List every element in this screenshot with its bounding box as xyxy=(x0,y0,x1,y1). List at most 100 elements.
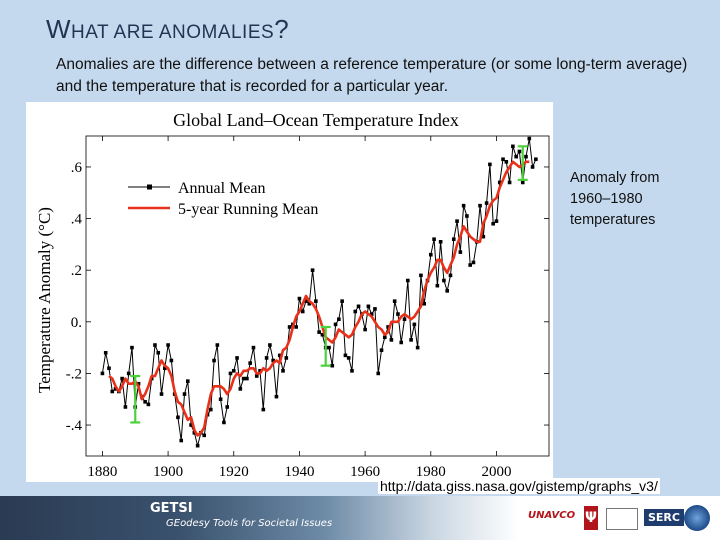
annual-mean-point xyxy=(383,335,387,340)
annual-mean-point xyxy=(399,340,404,345)
annual-mean-point xyxy=(389,338,394,342)
partner-logo xyxy=(606,508,638,530)
x-tick-label: 1960 xyxy=(350,464,380,480)
annual-mean-point xyxy=(264,356,269,360)
annual-mean-point xyxy=(422,301,427,306)
annual-mean-point xyxy=(185,379,190,383)
annual-mean-point xyxy=(192,430,197,435)
annual-mean-point xyxy=(442,278,446,283)
annual-mean-point xyxy=(488,162,492,167)
footer-brand: GETSI xyxy=(150,501,193,516)
annual-mean-point xyxy=(504,160,509,164)
annual-mean-point xyxy=(271,358,275,363)
annual-mean-point xyxy=(241,376,246,381)
annual-mean-point xyxy=(202,433,207,438)
y-tick-label: -.2 xyxy=(66,366,82,382)
x-axis-ticks: 1880 1900 1920 1940 1960 1980 2000 xyxy=(87,136,511,480)
annual-mean-point xyxy=(448,273,453,278)
annual-mean-point xyxy=(343,353,348,358)
annual-mean-point xyxy=(340,299,344,303)
x-tick-label: 1880 xyxy=(87,464,117,480)
x-tick-label: 1980 xyxy=(416,464,446,480)
x-tick-label: 2000 xyxy=(481,464,511,480)
annual-mean-point xyxy=(258,369,262,373)
annual-mean-point xyxy=(455,219,459,223)
annual-mean-point xyxy=(494,219,499,223)
annual-mean-point xyxy=(435,283,440,288)
annual-mean-point xyxy=(317,330,321,334)
annual-mean-point xyxy=(333,322,338,327)
annual-mean-point xyxy=(100,371,105,376)
annual-mean-point xyxy=(373,307,377,311)
annual-mean-point xyxy=(534,157,538,162)
annual-mean-point xyxy=(195,443,200,448)
annual-mean-point xyxy=(103,350,108,355)
x-tick-label: 1920 xyxy=(219,464,249,480)
annual-mean-point xyxy=(369,312,374,316)
annual-mean-point xyxy=(225,405,229,409)
annual-mean-point xyxy=(458,250,463,254)
annual-mean-point xyxy=(130,345,134,350)
annual-mean-point xyxy=(327,345,331,350)
slide-description: Anomalies are the difference between a r… xyxy=(56,56,688,95)
annual-mean-point xyxy=(294,325,298,329)
annual-mean-point xyxy=(330,363,335,368)
annual-mean-point xyxy=(415,345,420,350)
annual-mean-point xyxy=(461,203,466,208)
annual-mean-point xyxy=(261,407,266,412)
iu-logo: Ψ xyxy=(584,506,598,530)
y-tick-label: -.4 xyxy=(66,418,83,434)
annual-mean-point xyxy=(471,260,476,265)
annual-mean-point xyxy=(159,392,164,396)
annual-mean-point xyxy=(254,374,259,378)
serc-logo: SERC xyxy=(644,509,684,526)
title-rest: HAT ARE ANOMALIES xyxy=(71,22,275,43)
annual-mean-point xyxy=(386,325,390,329)
annual-mean-point xyxy=(438,240,443,244)
annual-mean-point xyxy=(520,180,525,185)
uncertainty-bar xyxy=(320,325,331,367)
annual-mean-point xyxy=(366,304,371,309)
annual-mean-point xyxy=(146,402,151,407)
annual-mean-point xyxy=(402,317,407,322)
annual-mean-point xyxy=(208,407,213,412)
annual-mean-point xyxy=(126,371,131,376)
annual-mean-point xyxy=(222,420,226,425)
annual-mean-point xyxy=(281,369,285,373)
annual-mean-point xyxy=(428,252,433,257)
annual-mean-point xyxy=(392,299,397,303)
annual-mean-point xyxy=(409,338,413,342)
annual-mean-point xyxy=(507,180,512,185)
plot-frame xyxy=(85,135,550,457)
y-tick-label: 0. xyxy=(71,315,82,331)
legend-annual-marker xyxy=(147,184,152,190)
annual-mean-point xyxy=(143,400,147,404)
annual-mean-point xyxy=(179,438,184,443)
annual-mean-point xyxy=(517,149,522,154)
annual-mean-point xyxy=(235,356,239,360)
annual-mean-point xyxy=(320,332,325,337)
annual-mean-point xyxy=(511,144,515,149)
annual-mean-point xyxy=(497,180,502,185)
y-axis-ticks: -.4 -.2 0. .2 .4 .6 xyxy=(66,160,549,434)
annual-mean-point xyxy=(484,201,489,205)
annual-mean-point xyxy=(156,350,161,355)
annual-mean-point xyxy=(445,289,450,293)
annual-mean-point xyxy=(176,415,180,420)
annual-mean-point xyxy=(524,154,528,159)
annual-mean-point xyxy=(300,309,305,314)
annual-mean-point xyxy=(379,348,384,352)
y-tick-label: .4 xyxy=(71,212,83,228)
footer-banner: GETSI GEodesy Tools for Societal Issues xyxy=(0,496,720,540)
source-link[interactable]: http://data.giss.nasa.gov/gistemp/graphs… xyxy=(378,478,660,494)
annual-mean-point xyxy=(268,343,272,347)
x-tick-label: 1900 xyxy=(153,464,183,480)
annual-mean-point xyxy=(218,397,223,402)
annual-mean-point xyxy=(287,325,292,329)
chart-panel: Global Land–Ocean Temperature Index Temp… xyxy=(26,102,553,482)
annual-mean-point xyxy=(307,301,312,306)
annual-mean-point xyxy=(353,309,358,314)
annual-mean-point xyxy=(363,327,367,332)
annual-mean-point xyxy=(284,356,289,360)
footer-subtitle: GEodesy Tools for Societal Issues xyxy=(166,518,333,529)
